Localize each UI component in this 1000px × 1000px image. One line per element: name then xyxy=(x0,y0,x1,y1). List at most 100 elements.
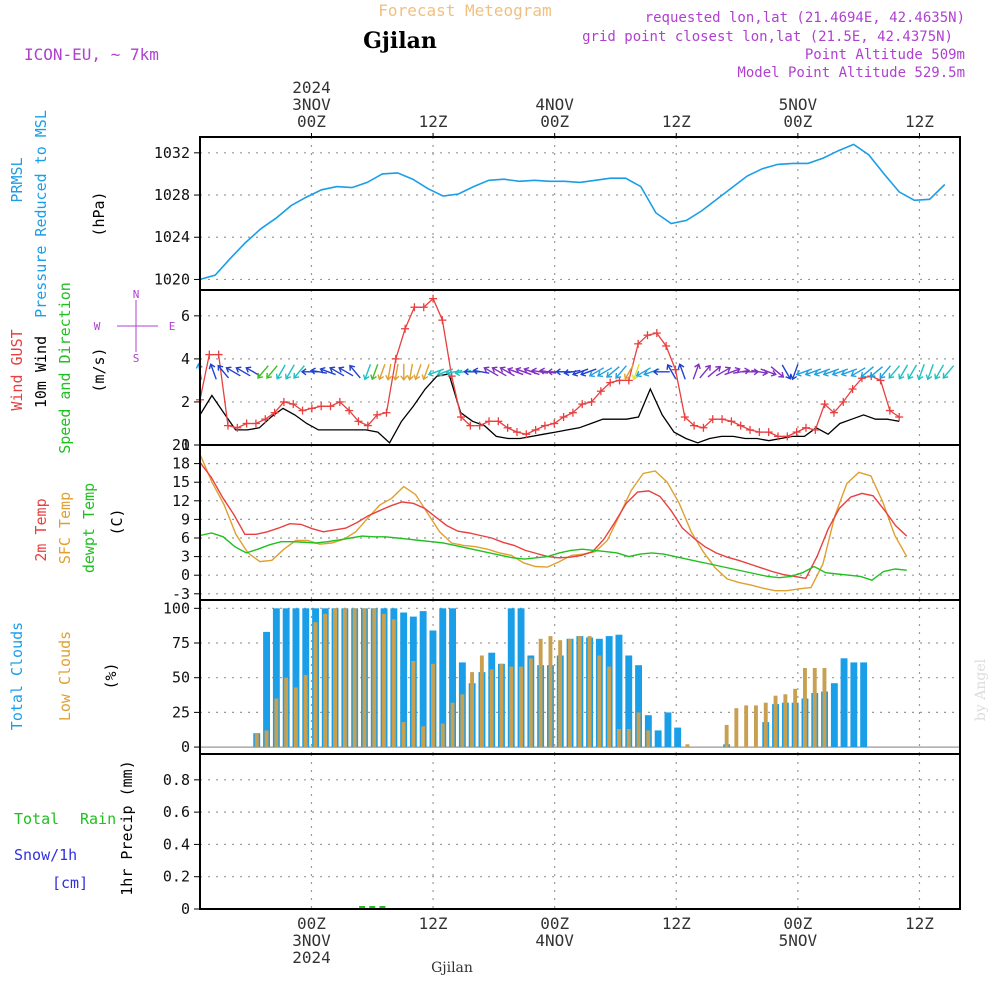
low-cloud-bar xyxy=(587,636,592,748)
low-cloud-bar xyxy=(626,729,631,747)
low-cloud-bar xyxy=(754,705,758,747)
precip-label-snow: Snow/1h xyxy=(14,846,77,864)
arrow-shaft xyxy=(814,368,831,376)
arrow-shaft xyxy=(860,366,874,378)
location-title: Gjilan xyxy=(363,28,437,54)
low-cloud-bar xyxy=(724,724,729,748)
gust-marker xyxy=(895,413,904,422)
bottom-tick-label: 00Z xyxy=(297,914,326,933)
arrow-shaft xyxy=(329,367,345,377)
low-cloud-bar xyxy=(646,730,651,747)
arrow-head xyxy=(860,371,867,378)
model-label: ICON-EU, ~ 7km xyxy=(24,45,159,64)
arrow-shaft xyxy=(679,364,686,380)
low-cloud-bar xyxy=(607,666,612,748)
low-cloud-bar xyxy=(558,640,563,747)
top-tick-label: 00Z xyxy=(783,112,812,131)
arrow-head xyxy=(329,366,336,373)
wind-label-direction: Speed and Direction xyxy=(56,282,74,454)
arrow-shaft xyxy=(633,364,640,380)
bottom-tick-label: 12Z xyxy=(905,914,934,933)
arrow-head xyxy=(392,374,400,381)
wind-direction-arrow xyxy=(715,366,732,377)
total-cloud-bar xyxy=(292,608,300,747)
arrow-head xyxy=(879,372,886,379)
total-cloud-bar xyxy=(625,655,633,748)
gust-marker xyxy=(242,419,251,428)
total-cloud-bar xyxy=(850,662,858,747)
wind-direction-arrow xyxy=(934,364,945,380)
arrow-shaft xyxy=(266,365,278,379)
arrow-head xyxy=(705,364,711,371)
arrow-head xyxy=(436,369,443,377)
gust-marker xyxy=(223,421,232,430)
gust-marker xyxy=(485,417,494,426)
arrow-head xyxy=(916,374,924,381)
arrow-shaft xyxy=(760,368,776,376)
wind-direction-arrow xyxy=(338,366,354,377)
arrow-head xyxy=(925,374,933,381)
arrow-head xyxy=(515,366,522,374)
y-tick-label-wind: 0 xyxy=(181,436,190,454)
gust-marker xyxy=(820,400,829,409)
panel-frame-precip xyxy=(199,753,961,910)
wind-direction-arrow xyxy=(421,364,430,381)
gust-marker xyxy=(345,406,354,415)
wind-direction-arrow xyxy=(707,365,722,378)
low-cloud-bar xyxy=(568,638,572,747)
arrow-shaft xyxy=(428,368,445,376)
cloud-label-low: Low Clouds xyxy=(56,631,74,721)
arrow-shaft xyxy=(310,369,328,374)
wind-direction-arrow xyxy=(860,366,874,378)
top-tick-label: 5NOV xyxy=(779,95,818,114)
gust-marker xyxy=(764,428,773,437)
low-cloud-bar xyxy=(803,668,807,748)
precip-label-rain: Rain xyxy=(80,810,116,828)
wind-direction-arrow xyxy=(813,368,831,377)
arrow-shaft xyxy=(394,363,399,380)
gust-marker xyxy=(690,421,699,430)
y-tick-label-precip: 0.6 xyxy=(163,803,190,821)
compass-n: N xyxy=(133,288,140,301)
arrow-head xyxy=(888,372,895,379)
wind-direction-arrow xyxy=(596,367,613,378)
wind-speed-line xyxy=(199,373,900,444)
gust-marker xyxy=(401,324,410,333)
wind-direction-arrow xyxy=(571,368,589,377)
arrow-head xyxy=(309,367,316,375)
low-cloud-bar xyxy=(431,663,435,747)
temp-unit: (C) xyxy=(108,508,126,535)
low-cloud-bar xyxy=(293,687,298,748)
arrow-shaft xyxy=(823,368,840,376)
arrow-head xyxy=(942,372,949,379)
wind-direction-arrow xyxy=(692,363,701,380)
total-cloud-bar xyxy=(654,730,662,747)
bottom-tick-label: 12Z xyxy=(419,914,448,933)
wind-direction-arrow xyxy=(907,364,918,380)
low-cloud-bar xyxy=(812,668,817,748)
bottom-tick-label: 2024 xyxy=(292,948,331,967)
gust-marker xyxy=(746,425,755,434)
low-cloud-bar xyxy=(313,622,318,748)
gust-marker xyxy=(363,421,372,430)
wind-direction-arrow xyxy=(329,366,345,377)
arrow-shaft xyxy=(387,363,392,380)
cloud-label-total: Total Clouds xyxy=(8,622,26,730)
low-cloud-bar xyxy=(685,744,690,748)
wind-direction-arrow xyxy=(436,368,454,377)
y-tick-label-clouds: 0 xyxy=(181,738,190,756)
gust-marker xyxy=(354,417,363,426)
arrow-head xyxy=(235,366,242,373)
top-tick-label: 3NOV xyxy=(292,95,331,114)
arrow-shaft xyxy=(320,368,336,376)
low-cloud-bar xyxy=(440,723,445,748)
arrow-shaft xyxy=(572,368,589,376)
low-cloud-bar xyxy=(303,674,308,747)
compass-s: S xyxy=(133,352,140,365)
super-title: Forecast Meteogram xyxy=(378,1,551,20)
arrow-head xyxy=(293,372,300,379)
arrow-head xyxy=(499,366,506,373)
arrow-head xyxy=(284,373,292,380)
arrow-head xyxy=(319,366,326,374)
arrow-head xyxy=(588,370,595,378)
